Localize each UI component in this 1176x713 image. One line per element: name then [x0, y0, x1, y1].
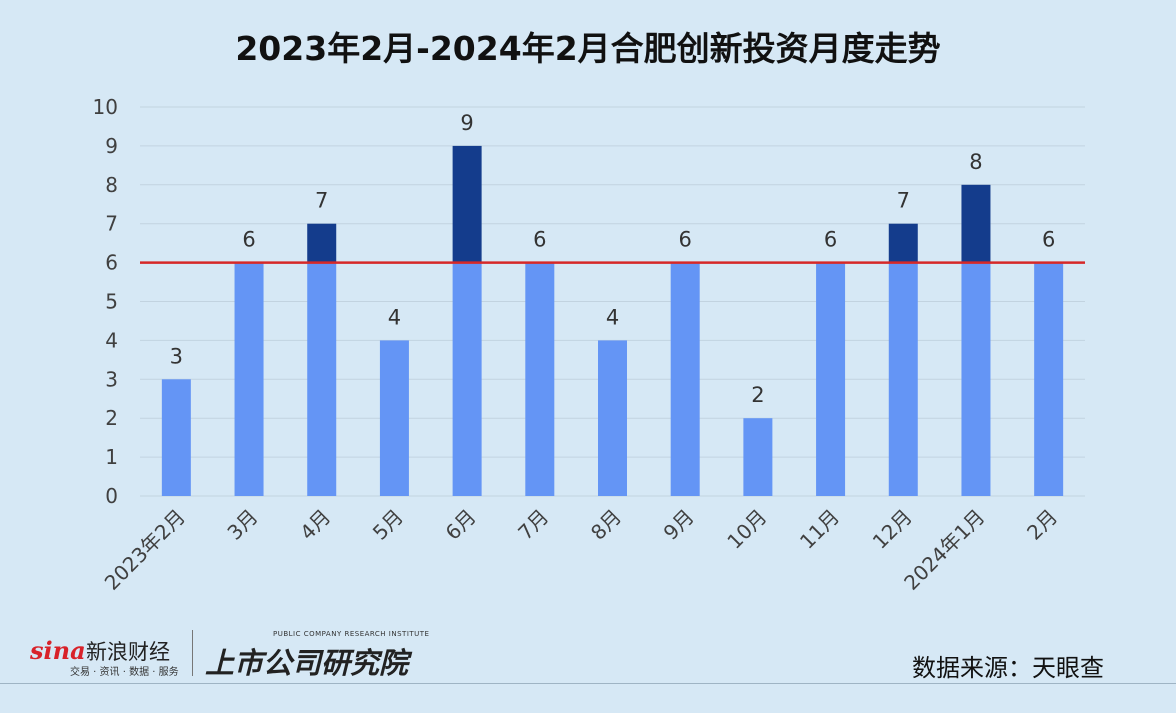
data-label: 6 [824, 228, 837, 252]
bar [379, 340, 409, 496]
bar [743, 418, 773, 496]
sina-wordmark: sina [30, 636, 86, 665]
y-tick-label: 0 [105, 484, 118, 508]
data-label: 6 [679, 228, 692, 252]
x-tick-label: 6月 [441, 505, 481, 545]
sina-tagline: 交易 · 资讯 · 数据 · 服务 [70, 667, 179, 678]
bar-above-reference [888, 223, 918, 263]
bar [1034, 262, 1064, 496]
bar [161, 379, 191, 496]
data-label: 7 [315, 189, 328, 213]
sina-finance-logo: sina 新浪财经 交易 · 资讯 · 数据 · 服务 [30, 628, 190, 678]
data-source: 数据来源：天眼查 [912, 654, 1104, 682]
data-label: 4 [606, 305, 619, 329]
y-axis-ticks: 0 1 2 3 4 5 6 7 8 9 10 [93, 95, 118, 508]
x-tick-label: 11月 [795, 505, 844, 554]
bar [452, 262, 482, 496]
data-label: 2 [751, 383, 764, 407]
institute-english-name: PUBLIC COMPANY RESEARCH INSTITUTE [273, 630, 430, 638]
y-tick-label: 6 [105, 251, 118, 275]
data-label: 4 [388, 305, 401, 329]
y-tick-label: 1 [105, 445, 118, 469]
y-tick-label: 9 [105, 134, 118, 158]
bar-chart: 0 1 2 3 4 5 6 7 8 9 10 3 6 7 4 9 6 4 6 2 6 7 8 6 2023年2月 3月 4月 5月… [93, 95, 1085, 595]
data-label: 6 [242, 228, 255, 252]
y-tick-label: 2 [105, 406, 118, 430]
data-label: 6 [1042, 228, 1055, 252]
bar-above-reference [452, 145, 482, 263]
data-label: 6 [533, 228, 546, 252]
y-tick-label: 4 [105, 328, 118, 352]
x-tick-label: 9月 [659, 505, 699, 545]
data-label: 3 [170, 344, 183, 368]
bar [888, 262, 918, 496]
x-tick-label: 3月 [222, 505, 262, 545]
y-tick-label: 3 [105, 367, 118, 391]
chart-title: 2023年2月-2024年2月合肥创新投资月度走势 [235, 29, 941, 68]
data-labels: 3 6 7 4 9 6 4 6 2 6 7 8 6 [170, 111, 1056, 407]
logo-divider [192, 630, 193, 676]
bar-above-reference [307, 223, 337, 263]
bar [670, 262, 700, 496]
y-tick-label: 5 [105, 290, 118, 314]
y-tick-label: 10 [93, 95, 118, 119]
research-institute-logo: PUBLIC COMPANY RESEARCH INSTITUTE 上市公司研究… [205, 628, 429, 680]
bar [307, 262, 337, 496]
bar [598, 340, 627, 496]
sina-finance-name: 新浪财经 [86, 640, 170, 664]
y-tick-label: 8 [105, 173, 118, 197]
bar [961, 262, 991, 496]
x-tick-label: 5月 [368, 505, 408, 545]
x-tick-label: 2023年2月 [100, 505, 190, 595]
data-label: 7 [897, 189, 910, 213]
x-tick-label: 12月 [868, 505, 917, 554]
data-label: 8 [969, 150, 982, 174]
x-tick-label: 4月 [295, 505, 335, 545]
institute-chinese-name: 上市公司研究院 [205, 646, 409, 680]
footer-divider [0, 683, 1176, 684]
x-tick-label: 10月 [722, 505, 771, 554]
bar [234, 262, 264, 496]
y-tick-label: 7 [105, 212, 118, 236]
x-tick-label: 2月 [1022, 505, 1062, 545]
bar-above-reference [961, 184, 991, 263]
bar [525, 262, 555, 496]
bars [161, 145, 1064, 496]
x-tick-label: 7月 [513, 505, 553, 545]
bar [816, 262, 846, 496]
data-label: 9 [460, 111, 473, 135]
x-tick-label: 8月 [586, 505, 626, 545]
